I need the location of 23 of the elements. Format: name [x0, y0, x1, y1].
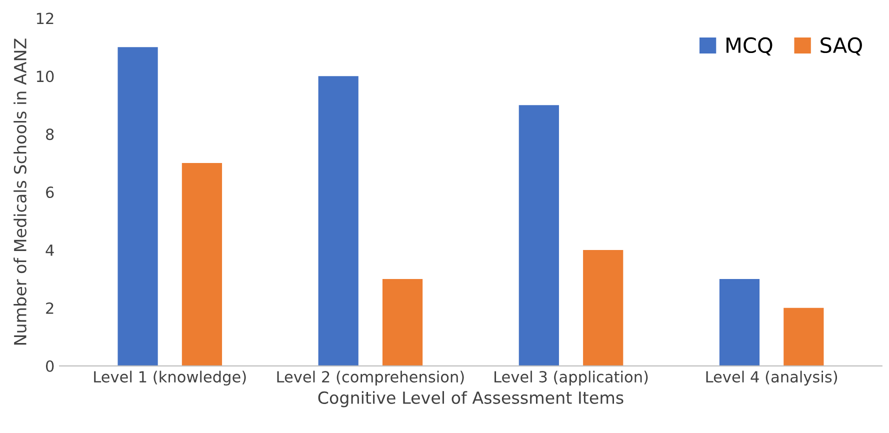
- x-tick-label: Level 4 (analysis): [706, 370, 838, 386]
- legend-label: SAQ: [820, 37, 862, 56]
- x-axis-title: Cognitive Level of Assessment Items: [318, 391, 624, 408]
- y-axis-title: Number of Medicals Schools in AANZ: [14, 38, 26, 345]
- y-tick-label: 12: [36, 12, 54, 24]
- bar: [583, 250, 624, 366]
- bar: [784, 308, 824, 366]
- y-tick-label: 2: [46, 302, 54, 314]
- y-tick-label: 10: [36, 70, 54, 82]
- x-tick-label: Level 2 (comprehension): [277, 370, 464, 386]
- bar: [518, 105, 559, 366]
- y-tick-label: 4: [46, 244, 54, 256]
- y-tick-label: 0: [46, 360, 54, 372]
- x-tick-label: Level 3 (application): [494, 370, 648, 386]
- bar: [719, 278, 760, 366]
- y-tick-label: 8: [46, 128, 54, 140]
- y-tick-label: 6: [46, 186, 54, 198]
- bar: [318, 76, 358, 366]
- bar: [382, 278, 423, 366]
- bar: [118, 47, 158, 366]
- legend-label: MCQ: [726, 37, 772, 56]
- bar: [182, 163, 222, 366]
- x-tick-label: Level 1 (knowledge): [94, 370, 246, 386]
